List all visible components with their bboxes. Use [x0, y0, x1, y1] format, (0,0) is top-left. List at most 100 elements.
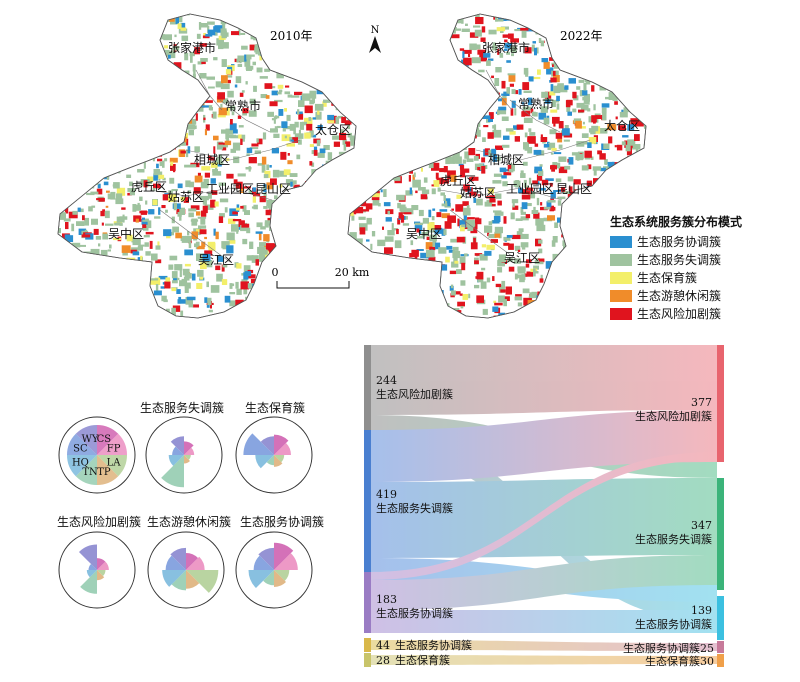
- map-patch: [224, 207, 228, 213]
- map-patch: [265, 287, 272, 292]
- map-patch: [368, 182, 376, 190]
- map-patch: [582, 121, 585, 125]
- map-patch: [298, 100, 305, 107]
- map-patch: [105, 102, 111, 108]
- map-patch: [207, 21, 215, 25]
- map-patch: [178, 296, 182, 304]
- map-patch: [219, 198, 229, 203]
- map-patch: [478, 69, 485, 73]
- map-patch: [160, 120, 164, 126]
- map-patch: [166, 126, 173, 132]
- sankey-links: [370, 345, 717, 665]
- map-patch: [450, 174, 457, 182]
- place-labels-2022: 张家港市 常熟市 太仓区 相城区 虎丘区 姑苏区 工业园区 昆山区 吴中区 吴江…: [406, 40, 640, 265]
- map-patch: [404, 74, 414, 77]
- map-patch: [452, 145, 458, 149]
- map-patch: [85, 270, 89, 276]
- map-patch: [451, 81, 458, 89]
- map-patch: [465, 23, 468, 26]
- map-patch: [391, 288, 394, 294]
- map-patch: [590, 131, 596, 135]
- map-patch: [414, 225, 423, 230]
- map-patch: [343, 305, 346, 310]
- rose-petal-wy: [78, 544, 97, 570]
- map-patch: [361, 310, 365, 316]
- map-patch: [397, 141, 404, 146]
- map-patch: [183, 132, 188, 139]
- map-patch: [283, 226, 288, 229]
- map-patch: [551, 99, 556, 108]
- map-patch: [560, 312, 567, 318]
- map-patch: [226, 173, 234, 179]
- map-patch: [623, 20, 626, 24]
- map-patch: [145, 156, 148, 161]
- map-patch: [349, 85, 356, 91]
- map-patch: [549, 57, 554, 61]
- map-patch: [457, 113, 463, 120]
- map-patch: [429, 234, 437, 242]
- map-patch: [58, 192, 61, 196]
- map-patch: [164, 94, 172, 102]
- map-patch: [454, 141, 460, 144]
- map-patch: [260, 226, 266, 230]
- map-patch: [383, 102, 387, 106]
- map-patch: [362, 186, 368, 192]
- map-patch: [256, 67, 263, 73]
- map-patch: [387, 230, 395, 236]
- map-patch: [261, 156, 267, 165]
- rose-key-sector: [97, 455, 127, 477]
- map-patch: [533, 269, 536, 277]
- map-patch: [273, 116, 276, 124]
- map-patch: [135, 43, 142, 48]
- map-patch: [582, 272, 587, 275]
- map-patch: [448, 314, 452, 318]
- map-patch: [488, 29, 497, 35]
- map-patch: [102, 146, 110, 151]
- map-patch: [515, 294, 522, 297]
- map-patch: [520, 27, 529, 31]
- map-patch: [397, 293, 400, 301]
- map-patch: [121, 245, 131, 253]
- map-patch: [81, 302, 88, 306]
- map-patch: [158, 207, 161, 215]
- map-patch: [192, 304, 199, 308]
- map-patch: [542, 14, 552, 18]
- map-patch: [129, 181, 133, 187]
- map-patch: [517, 269, 526, 274]
- map-patch: [205, 124, 210, 131]
- map-patch: [380, 95, 388, 102]
- map-patch: [518, 228, 524, 232]
- map-patch: [196, 283, 203, 289]
- map-patch: [412, 304, 418, 311]
- map-patch: [633, 172, 641, 178]
- map-patch: [505, 286, 512, 295]
- map-patch: [589, 305, 594, 313]
- label-taicang: 太仓区: [315, 122, 351, 137]
- map-patch: [587, 222, 595, 226]
- map-patch: [233, 156, 240, 164]
- map-patch: [276, 72, 284, 79]
- map-patch: [566, 204, 574, 212]
- map-patch: [453, 99, 460, 107]
- map-patch: [161, 205, 166, 209]
- map-patch: [444, 70, 454, 78]
- map-patch: [443, 18, 448, 23]
- map-patch: [143, 99, 152, 103]
- map-patch: [600, 59, 610, 67]
- map-patch: [236, 263, 242, 269]
- map-patch: [432, 26, 439, 31]
- map-patch: [348, 306, 357, 314]
- map-patch: [547, 215, 555, 221]
- map-patch: [510, 46, 517, 53]
- map-patch: [188, 212, 194, 218]
- map-patch: [583, 300, 588, 303]
- map-patch: [311, 162, 315, 167]
- map-patch: [460, 280, 466, 286]
- map-patch: [210, 190, 218, 195]
- map-patch: [421, 189, 430, 195]
- map-patch: [213, 135, 219, 141]
- map-patch: [58, 247, 68, 254]
- map-patch: [399, 273, 407, 280]
- map-patch: [350, 21, 359, 26]
- map-patch: [322, 192, 330, 198]
